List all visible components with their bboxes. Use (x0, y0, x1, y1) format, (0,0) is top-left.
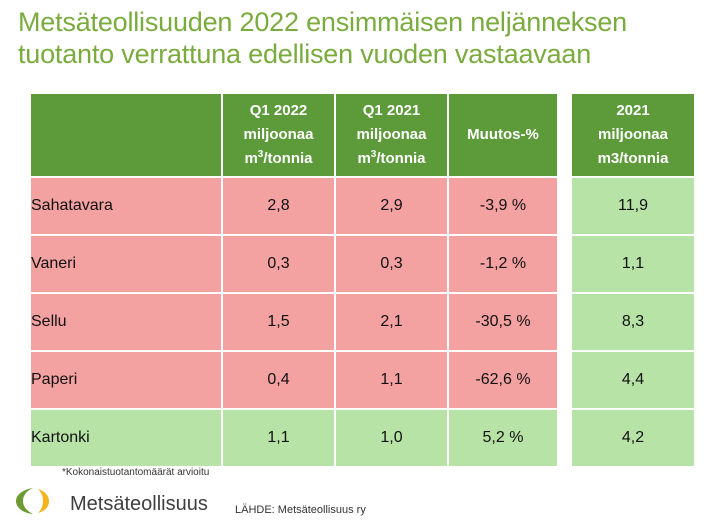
cell-q1-2021: 1,0 (334, 408, 449, 468)
table-row: Kartonki 1,1 1,0 5,2 % (29, 408, 559, 468)
header-change: Muutos-% (447, 92, 559, 178)
source-note: LÄHDE: Metsäteollisuus ry (235, 504, 366, 516)
side-header-row: 2021 miljoonaa m3/tonnia (570, 92, 696, 178)
table-header-row: Q1 2022 miljoonaa m3/tonnia Q1 2021 milj… (29, 92, 559, 178)
header-2021: 2021 miljoonaa m3/tonnia (570, 92, 696, 178)
table-row: 4,4 (570, 350, 696, 410)
header-q1-2021-year: Q1 2021 (362, 102, 421, 119)
table-row: 8,3 (570, 292, 696, 352)
unit-suffix: /tonnia (263, 150, 313, 167)
cell-2021: 4,2 (570, 408, 696, 468)
row-name: Vaneri (29, 234, 223, 294)
header-2021-unit-word: miljoonaa (597, 126, 668, 143)
cell-change: -62,6 % (447, 350, 559, 410)
brand-name: Metsäteollisuus (70, 493, 208, 515)
cell-q1-2022: 0,4 (221, 350, 336, 410)
table-row: Vaneri 0,3 0,3 -1,2 % (29, 234, 559, 294)
cell-q1-2021: 0,3 (334, 234, 449, 294)
header-q1-2022-year: Q1 2022 (249, 102, 308, 119)
header-empty-cell (29, 92, 223, 178)
cell-q1-2022: 2,8 (221, 176, 336, 236)
cell-q1-2021: 2,1 (334, 292, 449, 352)
row-name: Kartonki (29, 408, 223, 468)
table-row: Sellu 1,5 2,1 -30,5 % (29, 292, 559, 352)
table-row: Sahatavara 2,8 2,9 -3,9 % (29, 176, 559, 236)
header-q1-2021: Q1 2021 miljoonaa m3/tonnia (334, 92, 449, 178)
table-row: 4,2 (570, 408, 696, 468)
cell-q1-2022: 0,3 (221, 234, 336, 294)
unit-base: m (244, 150, 258, 167)
metsateollisuus-logo-icon (16, 488, 49, 514)
cell-q1-2022: 1,5 (221, 292, 336, 352)
unit-superscript: 3 (370, 149, 377, 160)
cell-change: -1,2 % (447, 234, 559, 294)
cell-q1-2021: 2,9 (334, 176, 449, 236)
header-q1-2022-unit: m3/tonnia (223, 147, 334, 171)
header-2021-year: 2021 (616, 102, 650, 119)
header-q1-2021-unit-word: miljoonaa (356, 126, 427, 143)
annual-2021-table: 2021 miljoonaa m3/tonnia 11,9 1,1 8,3 4,… (570, 92, 696, 468)
title-line-1: Metsäteollisuuden 2022 ensimmäisen neljä… (18, 7, 627, 37)
header-2021-unit: m3/tonnia (597, 150, 669, 167)
cell-2021: 4,4 (570, 350, 696, 410)
title-line-2: tuotanto verrattuna edellisen vuoden vas… (18, 39, 592, 69)
row-name: Paperi (29, 350, 223, 410)
cell-2021: 1,1 (570, 234, 696, 294)
cell-change: 5,2 % (447, 408, 559, 468)
page-title: Metsäteollisuuden 2022 ensimmäisen neljä… (18, 6, 708, 70)
header-q1-2021-unit: m3/tonnia (336, 147, 447, 171)
cell-2021: 11,9 (570, 176, 696, 236)
cell-2021: 8,3 (570, 292, 696, 352)
unit-superscript: 3 (257, 149, 264, 160)
row-name: Sahatavara (29, 176, 223, 236)
header-q1-2022-unit-word: miljoonaa (243, 126, 314, 143)
cell-change: -30,5 % (447, 292, 559, 352)
unit-suffix: /tonnia (376, 150, 426, 167)
table-row: Paperi 0,4 1,1 -62,6 % (29, 350, 559, 410)
footnote: *Kokonaistuotantomäärät arvioitu (62, 467, 210, 478)
cell-q1-2021: 1,1 (334, 350, 449, 410)
table-row: 1,1 (570, 234, 696, 294)
header-q1-2022: Q1 2022 miljoonaa m3/tonnia (221, 92, 336, 178)
cell-q1-2022: 1,1 (221, 408, 336, 468)
cell-change: -3,9 % (447, 176, 559, 236)
table-row: 11,9 (570, 176, 696, 236)
row-name: Sellu (29, 292, 223, 352)
unit-base: m (357, 150, 371, 167)
production-table: Q1 2022 miljoonaa m3/tonnia Q1 2021 milj… (29, 92, 559, 468)
